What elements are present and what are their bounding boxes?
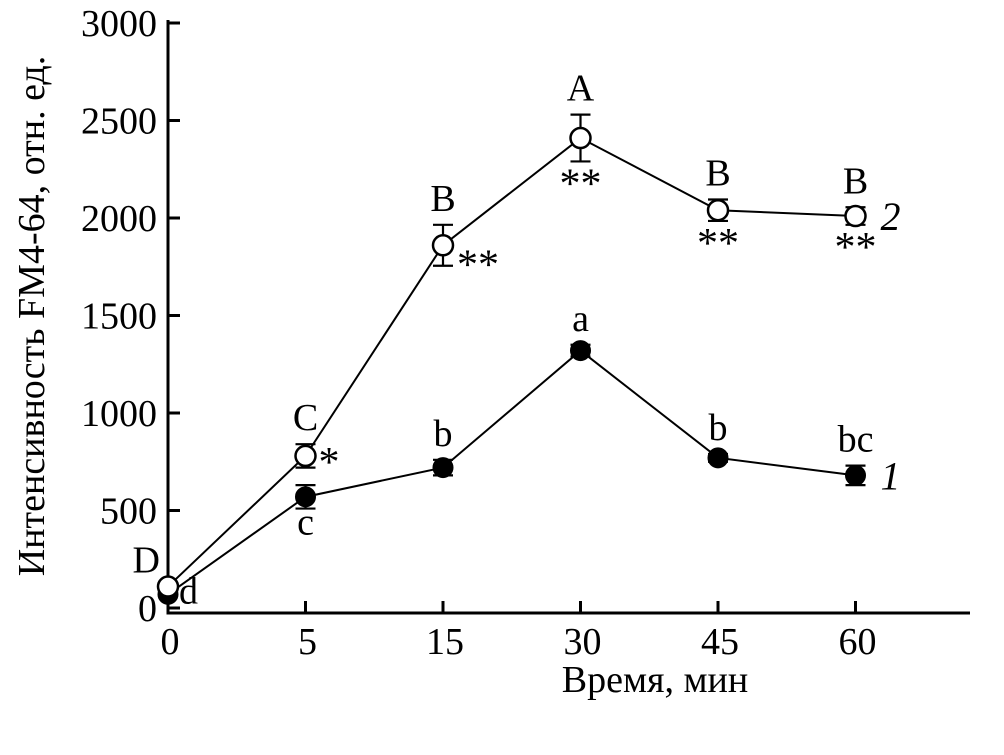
point-label: b [709, 407, 728, 449]
significance-label: ** [697, 221, 739, 267]
y-tick-label: 1500 [81, 296, 157, 338]
y-tick-label: 2000 [81, 198, 157, 240]
series-line [167, 136, 856, 588]
point-label: B [843, 160, 868, 202]
y-axis-title: Интенсивность FM4-64, отн. ед. [11, 56, 53, 577]
y-tick-label: 2500 [81, 101, 157, 143]
data-point-marker [295, 486, 316, 508]
data-point-marker [432, 457, 454, 479]
point-label: c [297, 502, 314, 544]
significance-label: ** [560, 161, 602, 207]
point-label: bc [838, 419, 874, 461]
x-tick-label: 30 [564, 621, 602, 663]
point-label: B [430, 178, 455, 220]
data-point-marker [156, 575, 180, 598]
data-point-marker [431, 234, 455, 257]
data-point-marker [844, 204, 867, 228]
data-point-marker [845, 464, 866, 486]
significance-label: * [319, 440, 340, 486]
point-label: b [434, 413, 453, 455]
point-label: A [567, 68, 595, 110]
x-tick-label: 60 [839, 621, 877, 663]
x-tick-label: 45 [701, 621, 739, 663]
data-point-marker [570, 340, 591, 362]
series-end-label: 1 [881, 453, 901, 498]
y-tick-label: 3000 [81, 3, 157, 45]
point-label: C [293, 397, 318, 439]
series-line [167, 349, 856, 596]
x-axis-title: Время, мин [562, 659, 748, 701]
x-tick-label: 5 [298, 621, 317, 663]
significance-label: ** [457, 242, 499, 288]
x-tick-label: 15 [426, 621, 464, 663]
point-label: D [133, 540, 160, 582]
data-point-marker [294, 444, 317, 468]
y-tick-label: 0 [138, 588, 157, 630]
data-point-marker [706, 198, 730, 222]
data-point-marker [707, 447, 729, 469]
y-tick-label: 1000 [81, 393, 157, 435]
point-label: a [572, 298, 589, 340]
point-label: d [179, 570, 198, 612]
series-end-label: 2 [881, 194, 901, 239]
point-label: B [705, 152, 730, 194]
x-tick-label: 0 [161, 621, 180, 663]
data-point-marker [569, 126, 592, 150]
significance-label: ** [835, 225, 877, 271]
y-tick-label: 500 [100, 491, 157, 533]
